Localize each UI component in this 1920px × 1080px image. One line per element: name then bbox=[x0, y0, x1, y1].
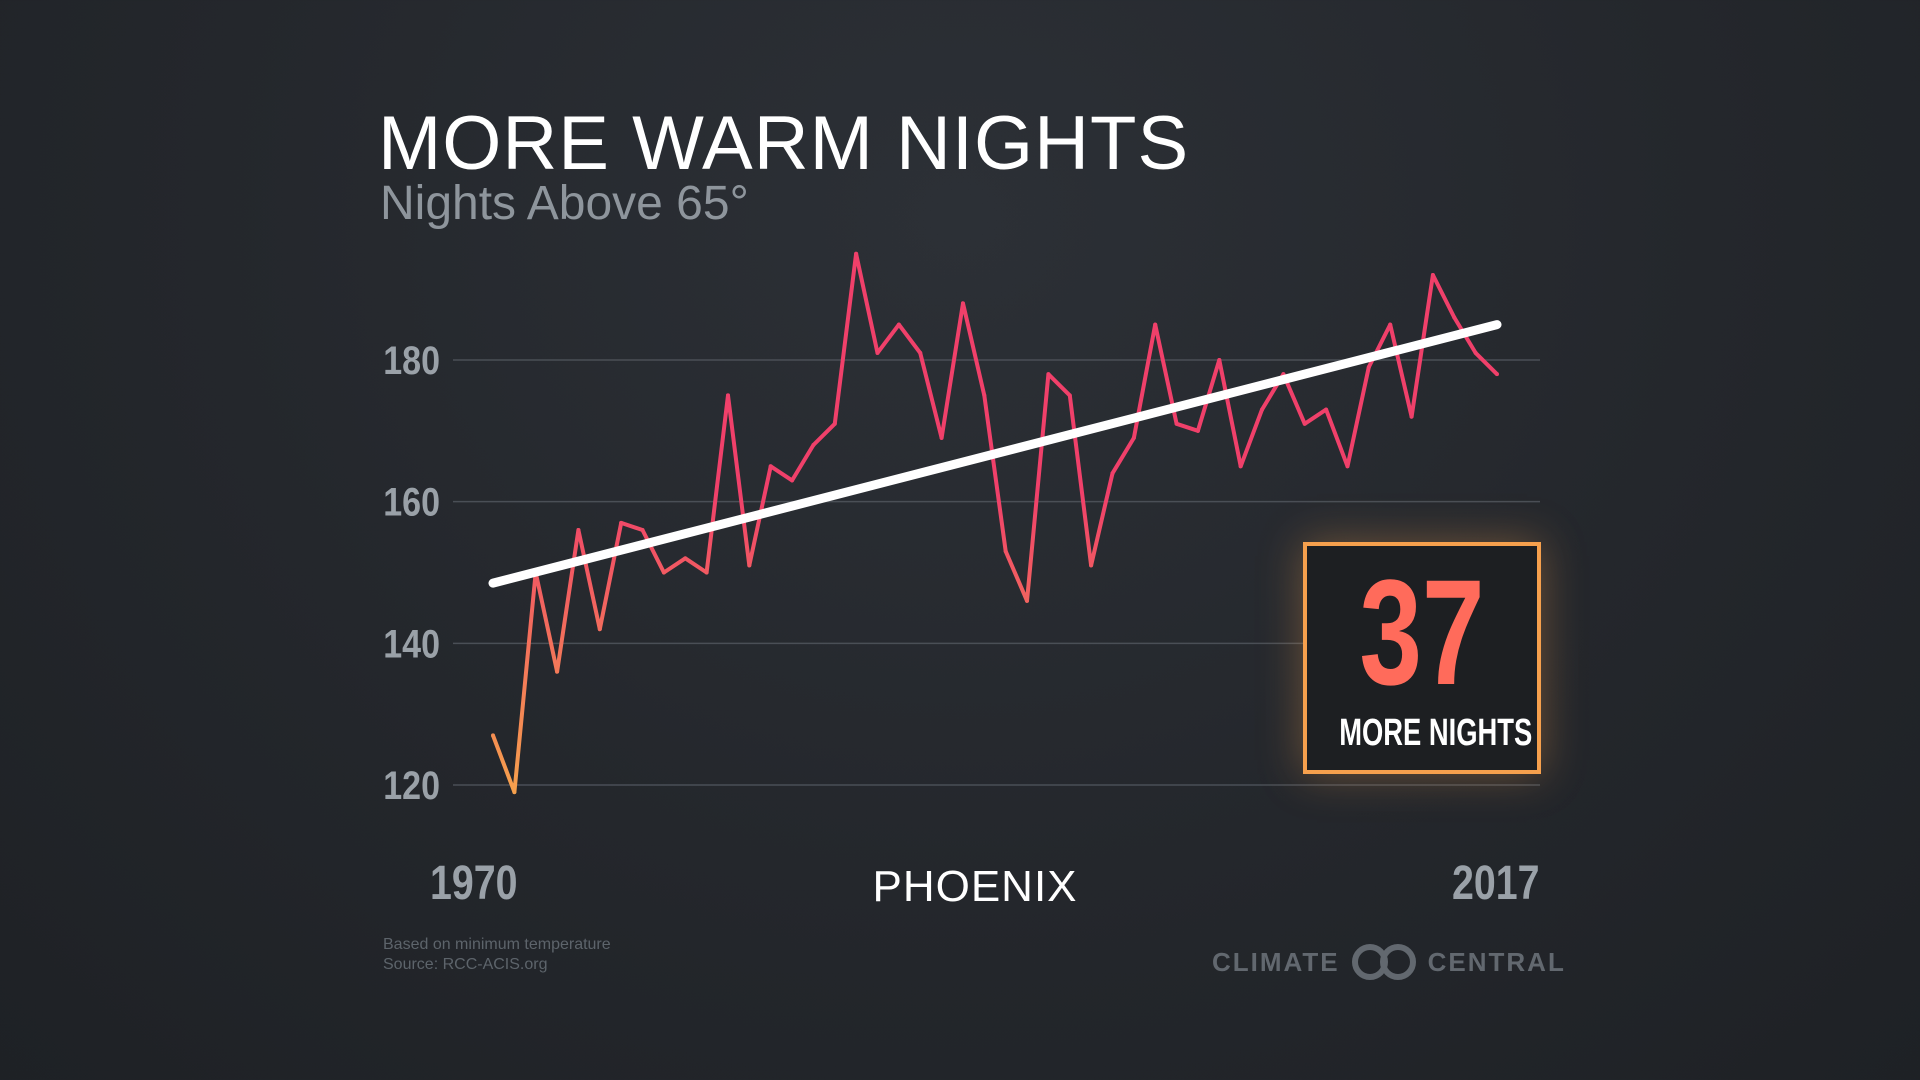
data-point-1984 bbox=[790, 478, 795, 483]
data-point-2000 bbox=[1131, 435, 1136, 440]
data-point-1970 bbox=[491, 733, 495, 738]
data-point-1974 bbox=[576, 528, 581, 532]
data-point-1988 bbox=[875, 350, 880, 355]
trend-line bbox=[488, 320, 1502, 588]
y-axis-ticks: 120 140 160 180 bbox=[383, 337, 440, 807]
data-point-1979 bbox=[683, 556, 688, 561]
data-point-1994 bbox=[1003, 549, 1008, 554]
data-point-2003 bbox=[1195, 428, 1200, 433]
data-point-2013 bbox=[1409, 414, 1414, 419]
data-point-1990 bbox=[918, 350, 923, 355]
climate-central-logo-icon bbox=[1351, 944, 1416, 980]
data-point-1998 bbox=[1089, 563, 1094, 568]
data-point-2012 bbox=[1388, 322, 1393, 327]
data-point-2016 bbox=[1473, 350, 1478, 355]
y-tick-label-140: 140 bbox=[383, 621, 440, 666]
data-point-1991 bbox=[939, 435, 944, 440]
data-point-1982 bbox=[747, 563, 752, 568]
data-point-1989 bbox=[896, 322, 901, 327]
callout-label: MORE NIGHTS bbox=[1339, 712, 1533, 754]
y-tick-label-160: 160 bbox=[383, 479, 440, 524]
data-point-1993 bbox=[982, 393, 987, 398]
data-point-1997 bbox=[1067, 393, 1072, 398]
y-tick-label-180: 180 bbox=[383, 337, 440, 382]
data-point-1971 bbox=[512, 790, 517, 795]
data-point-2001 bbox=[1153, 322, 1158, 327]
data-point-1975 bbox=[597, 627, 602, 632]
data-point-2006 bbox=[1260, 407, 1265, 412]
data-point-1986 bbox=[832, 421, 837, 426]
data-point-1977 bbox=[640, 528, 645, 532]
data-point-2011 bbox=[1366, 365, 1371, 370]
data-point-2010 bbox=[1345, 464, 1350, 469]
data-point-1983 bbox=[768, 464, 773, 469]
note-method: Based on minimum temperature bbox=[383, 936, 611, 953]
data-point-2005 bbox=[1238, 464, 1243, 469]
source-notes: Based on minimum temperature Source: RCC… bbox=[383, 935, 611, 975]
note-source: Source: RCC-ACIS.org bbox=[383, 956, 548, 973]
data-point-2014 bbox=[1430, 273, 1435, 277]
data-point-2009 bbox=[1324, 407, 1329, 412]
chart-subtitle: Nights Above 65° bbox=[380, 177, 749, 230]
data-point-1985 bbox=[811, 443, 816, 447]
data-point-2008 bbox=[1302, 421, 1307, 426]
data-point-1978 bbox=[661, 570, 666, 575]
x-tick-start: 1970 bbox=[430, 857, 518, 910]
data-point-1999 bbox=[1110, 471, 1115, 476]
data-points bbox=[491, 251, 1499, 795]
logo-text-left: CLIMATE bbox=[1212, 946, 1340, 977]
series-line-nights-above-65 bbox=[491, 251, 1499, 795]
data-point-1987 bbox=[854, 251, 859, 256]
data-point-1995 bbox=[1025, 598, 1030, 603]
city-label: PHOENIX bbox=[872, 862, 1078, 911]
data-point-1973 bbox=[555, 669, 560, 674]
data-point-1992 bbox=[960, 301, 965, 306]
callout-number: 37 bbox=[1359, 548, 1485, 716]
climate-central-logo: CLIMATE CENTRAL bbox=[1212, 942, 1566, 982]
data-point-2004 bbox=[1217, 358, 1222, 362]
data-point-1981 bbox=[725, 393, 730, 398]
data-point-2002 bbox=[1174, 421, 1179, 426]
data-point-1980 bbox=[704, 570, 709, 575]
chart-title: MORE WARM NIGHTS bbox=[378, 101, 1190, 186]
x-tick-end: 2017 bbox=[1452, 857, 1540, 910]
data-point-2015 bbox=[1452, 315, 1457, 320]
data-point-2017 bbox=[1495, 372, 1499, 377]
logo-text-right: CENTRAL bbox=[1427, 946, 1566, 977]
y-tick-label-120: 120 bbox=[383, 762, 440, 807]
data-point-1976 bbox=[619, 520, 624, 525]
data-point-1996 bbox=[1046, 372, 1051, 377]
callout-box: 37 MORE NIGHTS bbox=[1303, 542, 1541, 774]
